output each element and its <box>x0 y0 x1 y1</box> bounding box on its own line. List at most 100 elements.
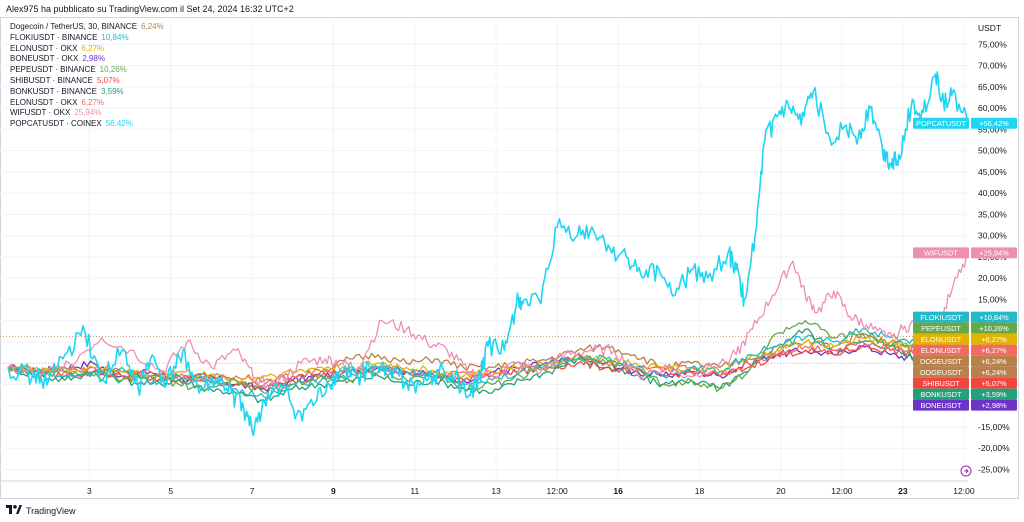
legend-row[interactable]: POPCATUSDT · COINEX 56,42% <box>10 119 164 130</box>
legend-value: 10,84% <box>101 32 129 42</box>
series-line-flokiusdt[interactable] <box>7 314 969 399</box>
y-tick-label: 55,00% <box>978 124 1007 134</box>
publisher-header: Alex975 ha pubblicato su TradingView.com… <box>6 4 294 14</box>
x-tick-label: 5 <box>168 486 173 496</box>
x-tick-label: 12:00 <box>831 486 853 496</box>
badge-label: SHIBUSDT <box>922 379 960 388</box>
y-tick-label: 20,00% <box>978 273 1007 283</box>
y-tick-label: 45,00% <box>978 167 1007 177</box>
series-badge[interactable]: ELONUSDT +6,27% <box>913 333 1017 345</box>
series-line-elonusdt[interactable] <box>7 335 969 383</box>
y-axis-currency: USDT <box>978 23 1001 33</box>
chart-frame <box>0 17 1019 499</box>
y-tick-label: -20,00% <box>978 443 1010 453</box>
legend-row[interactable]: PEPEUSDT · BINANCE 10,26% <box>10 65 164 76</box>
badge-value: +10,84% <box>979 313 1009 322</box>
series-badge[interactable]: SHIBUSDT +5,07% <box>913 377 1017 389</box>
badge-label: BONKUSDT <box>920 390 962 399</box>
legend-value: 3,59% <box>100 86 124 96</box>
legend-main[interactable]: Dogecoin / TetherUS, 30, BINANCE 6,24% <box>10 22 164 33</box>
y-tick-label: 40,00% <box>978 188 1007 198</box>
legend-symbol: BONKUSDT · BINANCE <box>10 86 97 96</box>
x-tick-label: 16 <box>613 486 623 496</box>
badge-value: +56,42% <box>979 119 1009 128</box>
legend-row[interactable]: ELONUSDT · OKX 6,27% <box>10 44 164 55</box>
legend-row[interactable]: WIFUSDT · OKX 25,94% <box>10 108 164 119</box>
series-badge[interactable]: BONKUSDT +3,59% <box>913 388 1017 400</box>
legend-value: 6,27% <box>81 43 105 53</box>
legend-symbol: ELONUSDT · OKX <box>10 97 78 107</box>
legend-row[interactable]: FLOKIUSDT · BINANCE 10,84% <box>10 33 164 44</box>
y-tick-label: 30,00% <box>978 231 1007 241</box>
y-tick-label: -15,00% <box>978 422 1010 432</box>
legend-rows: FLOKIUSDT · BINANCE 10,84% ELONUSDT · OKX 6… <box>10 33 164 130</box>
legend: Dogecoin / TetherUS, 30, BINANCE 6,24% FL… <box>10 22 164 130</box>
series-layer <box>7 71 969 437</box>
badge-value: +6,27% <box>981 346 1007 355</box>
badge-label: FLOKIUSDT <box>920 313 962 322</box>
series-badge[interactable]: POPCATUSDT +56,42% <box>913 117 1017 129</box>
legend-value: 2,98% <box>82 54 105 64</box>
y-tick-label: 65,00% <box>978 82 1007 92</box>
legend-symbol: FLOKIUSDT · BINANCE <box>10 32 98 42</box>
series-badge[interactable]: WIFUSDT +25,94% <box>913 247 1017 259</box>
badge-value: +10,26% <box>979 324 1009 333</box>
x-tick-label: 12:00 <box>953 486 975 496</box>
series-badge[interactable]: PEPEUSDT +10,26% <box>913 322 1017 334</box>
badge-label: PEPEUSDT <box>921 324 961 333</box>
legend-row[interactable]: BONKUSDT · BINANCE 3,59% <box>10 87 164 98</box>
x-tick-label: 20 <box>776 486 786 496</box>
badge-value: +6,24% <box>981 368 1007 377</box>
legend-value: 56,42% <box>105 119 133 129</box>
legend-value: 10,26% <box>99 65 127 75</box>
series-badge[interactable]: ELONUSDT +6,27% <box>913 344 1017 356</box>
y-tick-label: 60,00% <box>978 103 1007 113</box>
legend-value: 5,07% <box>96 75 120 85</box>
grid <box>0 23 968 478</box>
series-line-wifusdt[interactable] <box>7 252 969 389</box>
y-tick-label: 15,00% <box>978 294 1007 304</box>
legend-row[interactable]: SHIBUSDT · BINANCE 5,07% <box>10 76 164 87</box>
legend-symbol: SHIBUSDT · BINANCE <box>10 75 93 85</box>
footer: TradingView <box>6 505 76 516</box>
badge-label: DOGEUSDT <box>920 368 962 377</box>
badge-value: +3,59% <box>981 390 1007 399</box>
legend-value: 6,27% <box>81 97 105 107</box>
x-tick-label: 23 <box>898 486 908 496</box>
x-tick-label: 7 <box>250 486 255 496</box>
badge-label: WIFUSDT <box>924 249 958 258</box>
x-axis: 3 5 7 9 11 13 12:00 16 18 20 12:00 23 12:00 <box>0 480 975 496</box>
series-badge[interactable]: FLOKIUSDT +10,84% <box>913 311 1017 323</box>
event-marker-icon[interactable] <box>960 465 972 477</box>
series-badge[interactable]: BONEUSDT +2,98% <box>913 399 1017 411</box>
legend-symbol: POPCATUSDT · COINEX <box>10 119 102 129</box>
series-line-popcatusdt[interactable] <box>7 71 969 437</box>
legend-symbol: BONEUSDT · OKX <box>10 54 79 64</box>
series-badge[interactable]: DOGEUSDT +6,24% <box>913 355 1017 367</box>
badge-label: ELONUSDT <box>921 335 962 344</box>
legend-symbol: PEPEUSDT · BINANCE <box>10 65 96 75</box>
legend-value: 25,94% <box>74 108 102 118</box>
badge-label: POPCATUSDT <box>916 119 966 128</box>
legend-row[interactable]: ELONUSDT · OKX 6,27% <box>10 98 164 109</box>
chart-plot[interactable]: USDT 75,00% 70,00% 65,00% 60,00% 55,00% 50,00%… <box>0 0 1024 500</box>
y-tick-label: 50,00% <box>978 146 1007 156</box>
legend-symbol: WIFUSDT · OKX <box>10 108 71 118</box>
tradingview-logo-icon[interactable] <box>6 505 22 516</box>
x-tick-label: 3 <box>87 486 92 496</box>
badge-label: BONEUSDT <box>920 401 962 410</box>
badge-value: +6,24% <box>981 357 1007 366</box>
badge-value: +25,94% <box>979 249 1009 258</box>
y-tick-label: -25,00% <box>978 464 1010 474</box>
x-tick-label: 12:00 <box>547 486 569 496</box>
badge-label: ELONUSDT <box>921 346 962 355</box>
y-tick-label: 70,00% <box>978 61 1007 71</box>
value-badges: POPCATUSDT +56,42% WIFUSDT +25,94% FLOKIUSDT… <box>913 117 1017 477</box>
series-line-pepeusdt[interactable] <box>7 316 969 394</box>
series-badge[interactable]: DOGEUSDT +6,24% <box>913 366 1017 378</box>
badge-value: +6,27% <box>981 335 1007 344</box>
badge-value: +5,07% <box>981 379 1007 388</box>
footer-brand[interactable]: TradingView <box>26 505 76 516</box>
x-tick-label: 9 <box>331 486 336 496</box>
legend-row[interactable]: BONEUSDT · OKX 2,98% <box>10 54 164 65</box>
